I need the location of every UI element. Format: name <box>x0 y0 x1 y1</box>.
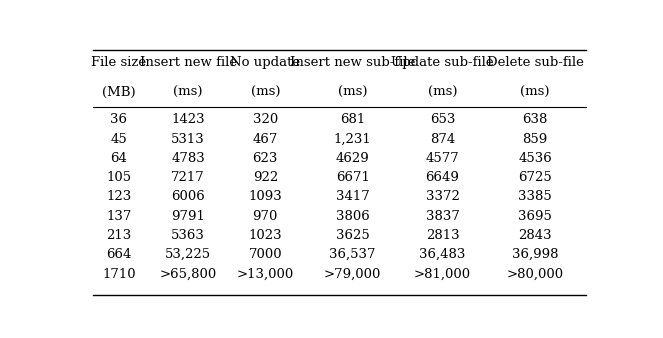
Text: 6649: 6649 <box>426 171 459 184</box>
Text: 5313: 5313 <box>171 133 205 146</box>
Text: 6725: 6725 <box>518 171 552 184</box>
Text: 681: 681 <box>340 114 365 126</box>
Text: 5363: 5363 <box>171 229 205 242</box>
Text: 4577: 4577 <box>426 152 459 165</box>
Text: 1423: 1423 <box>172 114 205 126</box>
Text: (ms): (ms) <box>520 86 550 99</box>
Text: >13,000: >13,000 <box>237 267 294 281</box>
Text: Delete sub-file: Delete sub-file <box>487 56 583 69</box>
Text: 9791: 9791 <box>171 210 205 223</box>
Text: 4783: 4783 <box>171 152 205 165</box>
Text: 36,483: 36,483 <box>420 248 465 261</box>
Text: 623: 623 <box>253 152 278 165</box>
Text: Insert new file: Insert new file <box>140 56 237 69</box>
Text: 2813: 2813 <box>426 229 459 242</box>
Text: >80,000: >80,000 <box>507 267 564 281</box>
Text: 320: 320 <box>253 114 278 126</box>
Text: 53,225: 53,225 <box>165 248 211 261</box>
Text: (MB): (MB) <box>102 86 136 99</box>
Text: 4629: 4629 <box>335 152 369 165</box>
Text: (ms): (ms) <box>174 86 203 99</box>
Text: 1093: 1093 <box>249 191 282 203</box>
Text: 3837: 3837 <box>426 210 459 223</box>
Text: 653: 653 <box>430 114 455 126</box>
Text: >65,800: >65,800 <box>160 267 217 281</box>
Text: File size: File size <box>91 56 147 69</box>
Text: (ms): (ms) <box>338 86 367 99</box>
Text: 3625: 3625 <box>335 229 369 242</box>
Text: 36,537: 36,537 <box>330 248 376 261</box>
Text: 2843: 2843 <box>518 229 552 242</box>
Text: >81,000: >81,000 <box>414 267 471 281</box>
Text: 4536: 4536 <box>518 152 552 165</box>
Text: 36: 36 <box>110 114 127 126</box>
Text: No update: No update <box>230 56 300 69</box>
Text: 137: 137 <box>106 210 131 223</box>
Text: 3695: 3695 <box>518 210 552 223</box>
Text: 1,231: 1,231 <box>333 133 371 146</box>
Text: 6671: 6671 <box>335 171 369 184</box>
Text: 7217: 7217 <box>171 171 205 184</box>
Text: >79,000: >79,000 <box>324 267 381 281</box>
Text: 922: 922 <box>253 171 278 184</box>
Text: 874: 874 <box>430 133 455 146</box>
Text: 3417: 3417 <box>335 191 369 203</box>
Text: 664: 664 <box>106 248 131 261</box>
Text: 859: 859 <box>522 133 548 146</box>
Text: 105: 105 <box>106 171 131 184</box>
Text: 3372: 3372 <box>426 191 459 203</box>
Text: 3806: 3806 <box>335 210 369 223</box>
Text: 6006: 6006 <box>171 191 205 203</box>
Text: 7000: 7000 <box>249 248 282 261</box>
Text: 3385: 3385 <box>518 191 552 203</box>
Text: (ms): (ms) <box>428 86 457 99</box>
Text: 64: 64 <box>111 152 127 165</box>
Text: 213: 213 <box>106 229 131 242</box>
Text: Insert new sub-file: Insert new sub-file <box>290 56 415 69</box>
Text: 467: 467 <box>253 133 278 146</box>
Text: 1023: 1023 <box>249 229 282 242</box>
Text: 36,998: 36,998 <box>512 248 558 261</box>
Text: 1710: 1710 <box>102 267 136 281</box>
Text: 638: 638 <box>522 114 548 126</box>
Text: 970: 970 <box>253 210 278 223</box>
Text: (ms): (ms) <box>251 86 280 99</box>
Text: 123: 123 <box>106 191 131 203</box>
Text: Update sub-file: Update sub-file <box>391 56 494 69</box>
Text: 45: 45 <box>111 133 127 146</box>
